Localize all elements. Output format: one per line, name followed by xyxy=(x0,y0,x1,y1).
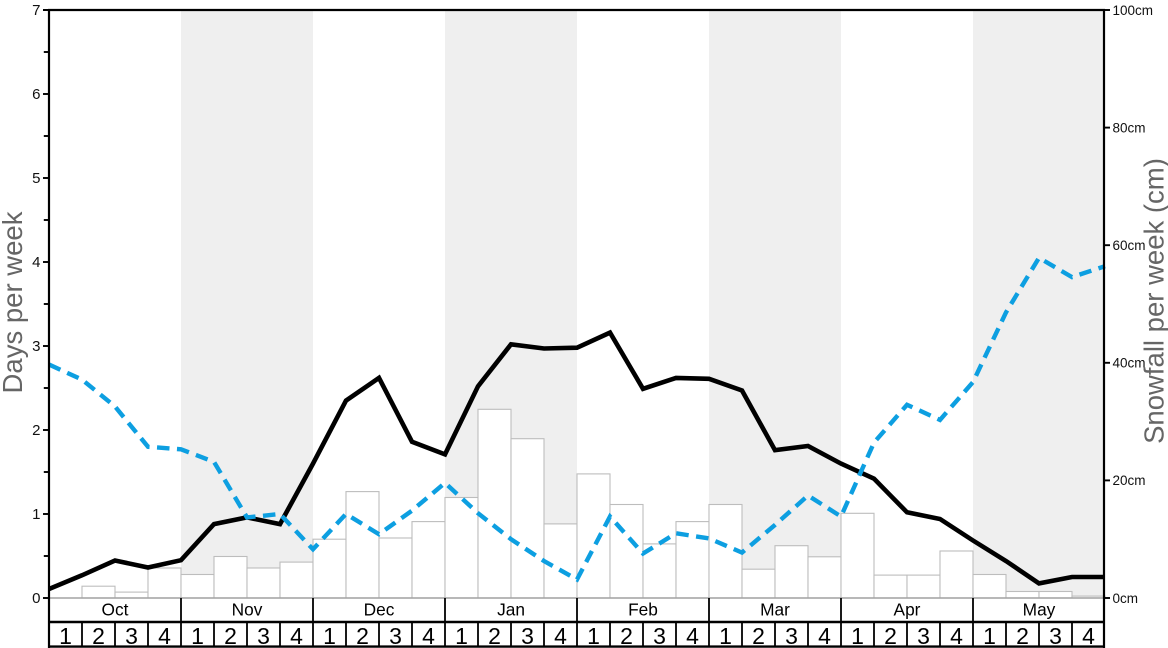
svg-text:0cm: 0cm xyxy=(1113,591,1139,606)
svg-text:3: 3 xyxy=(521,623,534,648)
svg-text:1: 1 xyxy=(587,623,600,648)
svg-text:4: 4 xyxy=(32,254,40,271)
svg-text:7: 7 xyxy=(32,2,40,19)
svg-text:0: 0 xyxy=(32,590,40,607)
svg-text:1: 1 xyxy=(32,506,40,523)
svg-text:1: 1 xyxy=(719,623,732,648)
svg-text:1: 1 xyxy=(455,623,468,648)
svg-text:20cm: 20cm xyxy=(1113,473,1146,488)
svg-text:4: 4 xyxy=(1082,623,1095,648)
svg-text:3: 3 xyxy=(653,623,666,648)
svg-text:40cm: 40cm xyxy=(1113,356,1146,371)
svg-text:80cm: 80cm xyxy=(1113,120,1146,135)
svg-text:4: 4 xyxy=(950,623,963,648)
svg-text:Nov: Nov xyxy=(232,600,263,620)
svg-text:3: 3 xyxy=(257,623,270,648)
svg-text:100cm: 100cm xyxy=(1113,3,1154,18)
svg-text:3: 3 xyxy=(32,338,40,355)
svg-text:2: 2 xyxy=(884,623,897,648)
svg-text:5: 5 xyxy=(32,170,40,187)
svg-text:2: 2 xyxy=(356,623,369,648)
svg-text:2: 2 xyxy=(752,623,765,648)
svg-text:Snowfall per week (cm): Snowfall per week (cm) xyxy=(1139,158,1168,444)
svg-text:4: 4 xyxy=(686,623,699,648)
svg-text:1: 1 xyxy=(983,623,996,648)
svg-text:1: 1 xyxy=(191,623,204,648)
svg-text:2: 2 xyxy=(224,623,237,648)
svg-text:4: 4 xyxy=(818,623,831,648)
svg-text:3: 3 xyxy=(785,623,798,648)
svg-text:1: 1 xyxy=(323,623,336,648)
svg-text:Feb: Feb xyxy=(628,600,658,620)
svg-text:2: 2 xyxy=(1016,623,1029,648)
svg-text:3: 3 xyxy=(1049,623,1062,648)
svg-text:Oct: Oct xyxy=(102,600,129,620)
svg-text:4: 4 xyxy=(290,623,303,648)
svg-text:2: 2 xyxy=(32,422,40,439)
svg-text:1: 1 xyxy=(59,623,72,648)
svg-text:Dec: Dec xyxy=(364,600,395,620)
svg-text:3: 3 xyxy=(917,623,930,648)
svg-text:Days per week: Days per week xyxy=(0,211,28,393)
svg-text:2: 2 xyxy=(488,623,501,648)
svg-text:3: 3 xyxy=(389,623,402,648)
svg-text:Apr: Apr xyxy=(894,600,921,620)
svg-text:4: 4 xyxy=(422,623,435,648)
svg-text:6: 6 xyxy=(32,86,40,103)
svg-text:4: 4 xyxy=(158,623,171,648)
svg-text:Jan: Jan xyxy=(497,600,525,620)
svg-text:2: 2 xyxy=(620,623,633,648)
svg-text:60cm: 60cm xyxy=(1113,238,1146,253)
svg-text:3: 3 xyxy=(125,623,138,648)
svg-text:2: 2 xyxy=(92,623,105,648)
svg-text:May: May xyxy=(1023,600,1056,620)
svg-text:1: 1 xyxy=(851,623,864,648)
svg-text:Mar: Mar xyxy=(760,600,790,620)
svg-text:4: 4 xyxy=(554,623,567,648)
